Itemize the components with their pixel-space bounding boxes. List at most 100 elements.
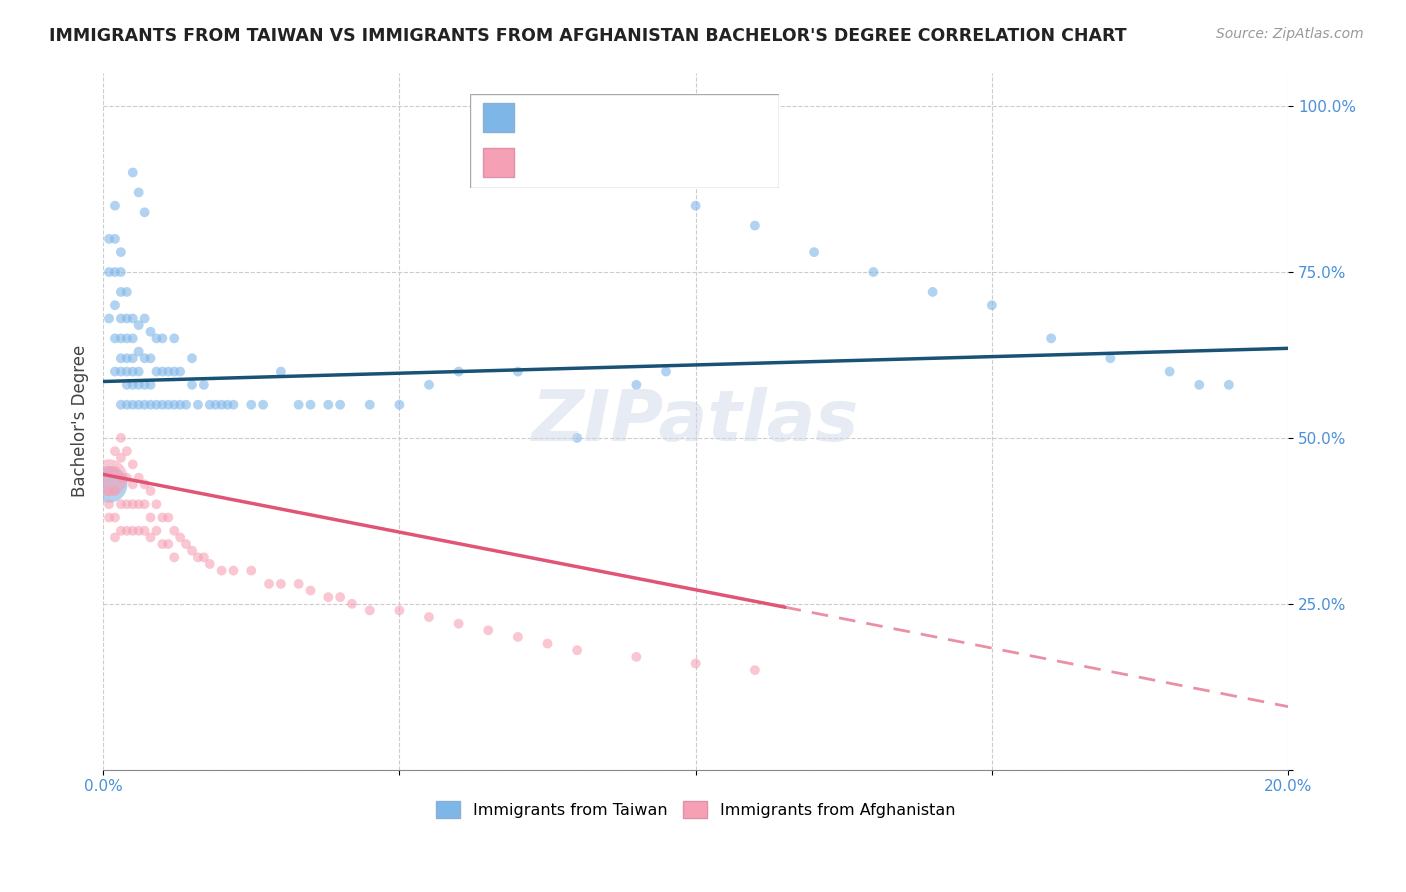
Point (145, 524, 167, 538)
Point (316, 398, 339, 412)
Y-axis label: Bachelor's Degree: Bachelor's Degree (72, 345, 89, 498)
Point (181, 543, 204, 558)
Point (121, 497, 143, 511)
Point (134, 205, 156, 219)
Point (329, 590, 352, 604)
Text: IMMIGRANTS FROM TAIWAN VS IMMIGRANTS FROM AFGHANISTAN BACHELOR'S DEGREE CORRELAT: IMMIGRANTS FROM TAIWAN VS IMMIGRANTS FRO… (49, 27, 1126, 45)
Point (222, 398, 245, 412)
Point (744, 663, 766, 677)
Point (104, 199, 127, 213)
Point (744, 219, 766, 233)
Point (139, 398, 162, 412)
Point (134, 377, 156, 392)
Point (134, 398, 156, 412)
Text: ZIPatlas: ZIPatlas (531, 387, 859, 456)
Point (104, 265, 127, 279)
Point (388, 398, 411, 412)
Point (121, 365, 143, 379)
Point (174, 398, 197, 412)
Point (447, 616, 470, 631)
Point (299, 583, 322, 598)
Point (222, 564, 245, 578)
Point (110, 524, 132, 538)
Point (536, 637, 558, 651)
Point (270, 577, 292, 591)
Point (163, 398, 186, 412)
Point (174, 537, 197, 551)
Point (104, 365, 127, 379)
Point (121, 331, 143, 345)
Point (128, 524, 150, 538)
Point (98, 471, 121, 485)
Point (110, 245, 132, 260)
Point (157, 398, 180, 412)
Point (163, 524, 186, 538)
Point (115, 377, 138, 392)
Point (121, 311, 143, 326)
Point (115, 351, 138, 366)
Point (980, 298, 1002, 312)
Point (121, 524, 143, 538)
Point (104, 331, 127, 345)
Point (128, 186, 150, 200)
Point (157, 537, 180, 551)
Point (163, 365, 186, 379)
Point (359, 603, 381, 617)
Point (163, 550, 186, 565)
Point (110, 398, 132, 412)
Point (128, 377, 150, 392)
Point (128, 497, 150, 511)
Point (134, 524, 156, 538)
Point (240, 398, 263, 412)
Point (1040, 331, 1063, 345)
Legend: Immigrants from Taiwan, Immigrants from Afghanistan: Immigrants from Taiwan, Immigrants from … (429, 795, 962, 824)
Point (506, 365, 529, 379)
Point (240, 564, 263, 578)
Point (134, 351, 156, 366)
Point (98, 483, 121, 498)
Point (110, 331, 132, 345)
Text: Source: ZipAtlas.com: Source: ZipAtlas.com (1216, 27, 1364, 41)
Point (104, 298, 127, 312)
Point (110, 285, 132, 299)
Point (626, 377, 648, 392)
Point (121, 458, 143, 472)
Point (110, 351, 132, 366)
Point (506, 630, 529, 644)
Point (139, 325, 162, 339)
Point (157, 510, 180, 524)
Point (110, 497, 132, 511)
Point (1188, 377, 1211, 392)
Point (565, 643, 588, 657)
Point (270, 365, 292, 379)
Point (121, 377, 143, 392)
Point (257, 577, 280, 591)
Point (121, 398, 143, 412)
Point (121, 165, 143, 179)
Point (316, 590, 339, 604)
Point (187, 398, 209, 412)
Point (98, 232, 121, 246)
Point (98, 510, 121, 524)
Point (685, 199, 707, 213)
Point (198, 398, 221, 412)
Point (181, 377, 204, 392)
Point (803, 245, 825, 260)
Point (150, 510, 173, 524)
Point (287, 577, 309, 591)
Point (150, 331, 173, 345)
Point (329, 398, 352, 412)
Point (150, 398, 173, 412)
Point (115, 524, 138, 538)
Point (104, 464, 127, 478)
Point (211, 564, 233, 578)
Point (115, 331, 138, 345)
Point (134, 477, 156, 491)
Point (169, 365, 191, 379)
Point (217, 398, 239, 412)
Point (626, 649, 648, 664)
Point (110, 450, 132, 465)
Point (98, 497, 121, 511)
Point (121, 351, 143, 366)
Point (340, 597, 363, 611)
